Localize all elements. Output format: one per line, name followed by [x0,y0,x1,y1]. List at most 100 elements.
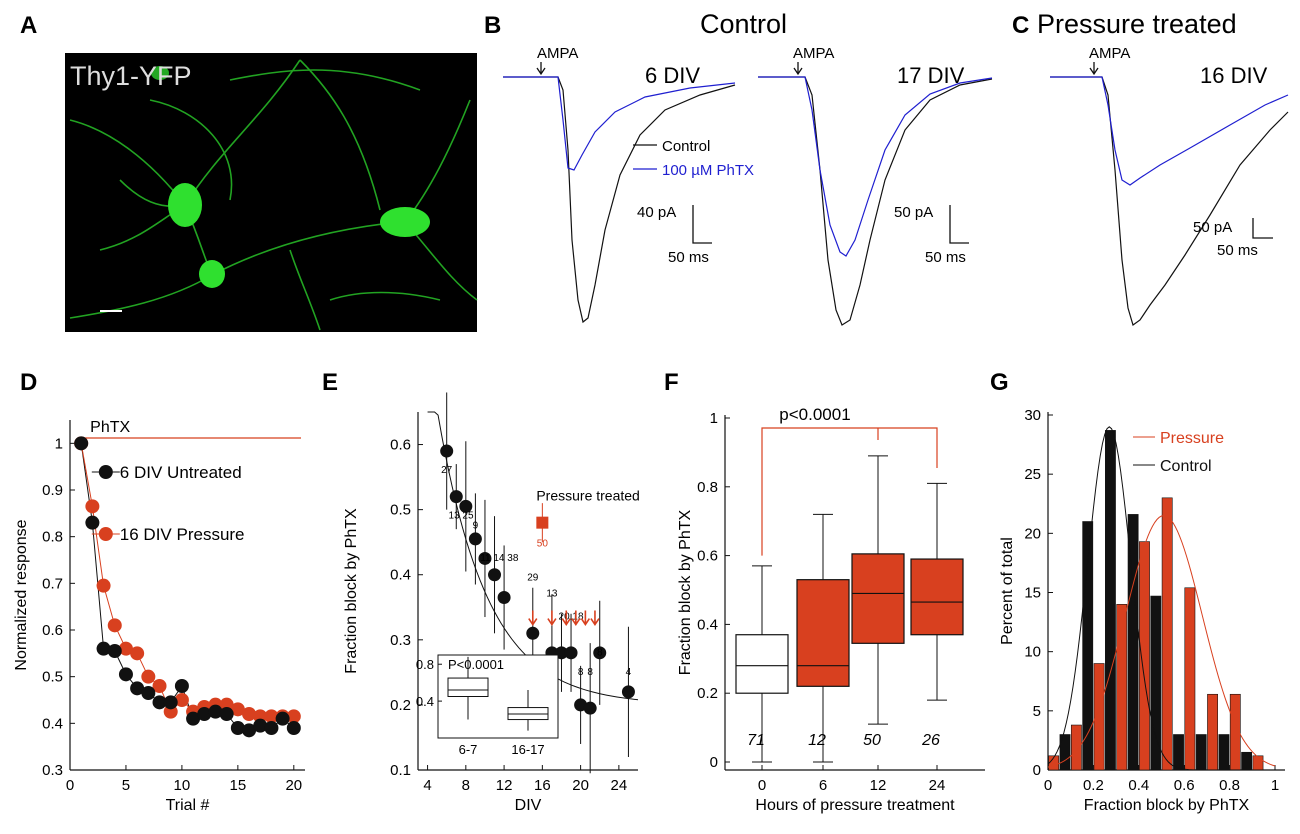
d-point [152,679,167,693]
e-red-arrow [580,610,591,626]
trace1-scale-y: 40 pA [637,204,676,221]
d-point [96,578,111,593]
d-ytick-label: 0.7 [42,575,63,592]
d-point [163,695,178,710]
d-point [85,499,100,514]
g-bar [1093,663,1105,771]
g-bar [1252,755,1264,771]
g-bar [1082,521,1094,771]
d-point [118,667,133,682]
e-point [440,444,454,458]
trace1-ampa-arrow [536,62,546,76]
e-pressure-label: Pressure treated [536,488,640,504]
d-legend-label: 16 DIV Pressure [120,525,245,544]
d-ytick-label: 0.5 [42,669,63,686]
f-pval: p<0.0001 [779,405,850,424]
trace2-scale-x: 50 ms [925,249,966,266]
g-bar [1161,497,1173,771]
trace2-label: 17 DIV [897,63,965,88]
trace3-scale-x: 50 ms [1217,242,1258,259]
trace1-ampa: AMPA [537,45,578,62]
f-n-label: 50 [863,732,881,749]
e-point [593,646,607,660]
e-xtick-label: 12 [496,777,513,794]
d-point [230,702,245,717]
panel-c-title: Pressure treated [1037,9,1237,39]
g-bar [1184,587,1196,771]
trace1-scale-x: 50 ms [668,249,709,266]
d-legend-marker [98,465,113,479]
g-legend-label: Control [1160,458,1212,475]
e-red-arrow [528,610,538,626]
g-fit-curve [1047,515,1276,768]
d-point [152,695,167,710]
panel-b: Control AMPA 6 DIV Control 100 µM PhTX 4… [503,9,993,326]
e-n-label: 4 [626,667,632,678]
g-ylabel: Percent of total [999,537,1016,645]
g-bar [1105,430,1116,771]
g-bar [1207,693,1218,771]
d-ytick-label: 0.4 [42,715,63,732]
d-point [219,707,234,721]
d-xtick-label: 5 [122,777,130,794]
e-ytick-label: 0.6 [390,437,411,454]
e-ytick-label: 0.3 [390,632,411,649]
f-ytick-label: 0.4 [697,616,718,633]
d-point [174,679,189,693]
d-point [141,686,156,700]
chart-e: 0.1 0.2 0.3 0.4 0.5 0.6 4 8 12 16 20 24 DIV Fraction … [343,392,640,814]
d-point [197,707,212,721]
e-inset-category: 16-17 [511,742,544,757]
trace3-control [1050,76,1289,326]
trace3-ampa-arrow [1089,62,1099,76]
f-box [851,553,905,644]
f-significance-bracket [761,427,938,556]
d-ytick-label: 0.9 [42,482,63,499]
d-point [96,641,111,656]
g-bar [1059,734,1071,771]
e-point [497,591,511,605]
f-xtick-label: 24 [929,777,946,794]
g-legend-label: Pressure [1160,430,1224,447]
g-xtick-label: 0.6 [1174,777,1195,794]
trace1-scale-bar [692,205,712,244]
legend-phtx: 100 µM PhTX [662,162,754,179]
d-ytick-label: 0.8 [42,529,63,546]
d-point [264,721,279,735]
f-ylabel: Fraction block by PhTX [677,509,694,675]
d-point [85,515,100,530]
g-ytick-label: 20 [1024,525,1041,542]
e-xtick-label: 8 [462,777,470,794]
trace2-scale-y: 50 pA [894,204,933,221]
g-bar [1195,734,1207,771]
g-ytick-label: 25 [1024,466,1041,483]
trace2-scale-bar [949,205,969,244]
d-point [286,709,301,724]
g-xlabel: Fraction block by PhTX [1084,797,1250,814]
g-fit-curve [1047,426,1275,771]
d-point [242,707,257,721]
f-xlabel: Hours of pressure treatment [755,797,955,814]
d-xtick-label: 0 [66,777,74,794]
e-point [564,646,578,660]
e-point [459,499,473,513]
d-xtick-label: 10 [174,777,191,794]
d-xtick-label: 20 [285,777,302,794]
g-bar [1139,541,1150,771]
panel-letter-a: A [20,12,37,39]
f-box [735,634,789,694]
legend-control: Control [662,138,710,155]
d-point [253,718,268,733]
e-xtick-label: 24 [611,777,628,794]
g-xtick-label: 0.2 [1083,777,1104,794]
e-point [449,490,463,504]
d-phtx-label: PhTX [90,419,130,436]
f-ytick-label: 0.6 [697,548,718,565]
micrograph-label: Thy1-YFP [70,61,192,91]
e-inset-category: 6-7 [459,742,478,757]
d-point [130,681,145,696]
e-inset-pval: P<0.0001 [448,657,504,672]
panel-b-title: Control [700,9,787,39]
e-red-arrow [571,610,581,626]
